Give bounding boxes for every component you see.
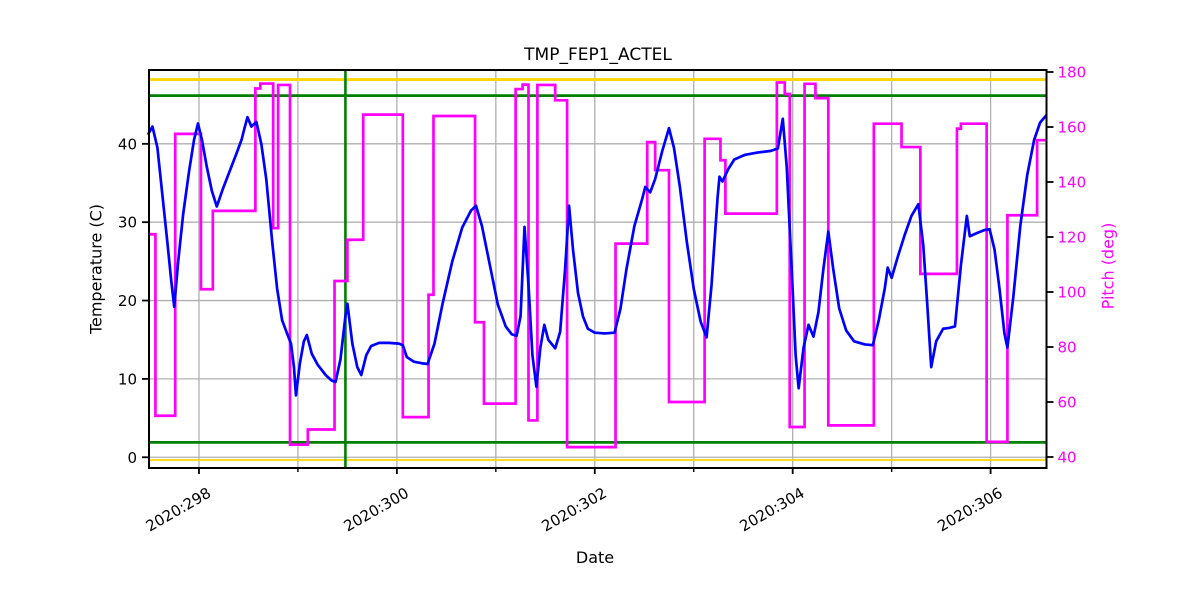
temperature-series	[147, 114, 1048, 397]
y-right-tick-label: 160	[1058, 119, 1087, 137]
y-left-tick-label: 10	[118, 370, 137, 388]
x-axis-ticks: 2020:298 2020:300 2020:302 2020:304 2020:306	[143, 468, 1006, 535]
temperature-series-line	[147, 114, 1048, 397]
y-right-tick-label: 40	[1058, 449, 1077, 467]
pitch-series	[148, 81, 1047, 449]
spines	[148, 69, 1048, 469]
x-tick-label: 2020:298	[143, 484, 214, 536]
y-left-tick-label: 30	[118, 214, 137, 232]
y-left-tick-label: 40	[118, 135, 137, 153]
limit-lines	[149, 70, 1047, 468]
y-right-tick-label: 140	[1058, 174, 1087, 192]
y-left-ticks: 0 10 20 30 40	[118, 135, 149, 467]
x-tick-label: 2020:302	[539, 484, 610, 536]
x-tick-label: 2020:304	[736, 484, 807, 536]
y-left-tick-label: 20	[118, 292, 137, 310]
y-right-tick-label: 120	[1058, 229, 1087, 247]
pitch-series-line	[148, 81, 1047, 449]
y-left-tick-label: 0	[127, 449, 137, 467]
plot-border	[148, 69, 1048, 469]
y-right-tick-label: 180	[1058, 64, 1087, 82]
y-right-tick-label: 100	[1058, 284, 1087, 302]
x-tick-label: 2020:306	[934, 484, 1005, 536]
grid	[149, 70, 1047, 468]
x-tick-label: 2020:300	[341, 484, 412, 536]
y-right-tick-label: 80	[1058, 339, 1077, 357]
y-right-ticks: 40 60 80 100 120 140 160 180	[1046, 64, 1087, 467]
y-right-tick-label: 60	[1058, 394, 1077, 412]
